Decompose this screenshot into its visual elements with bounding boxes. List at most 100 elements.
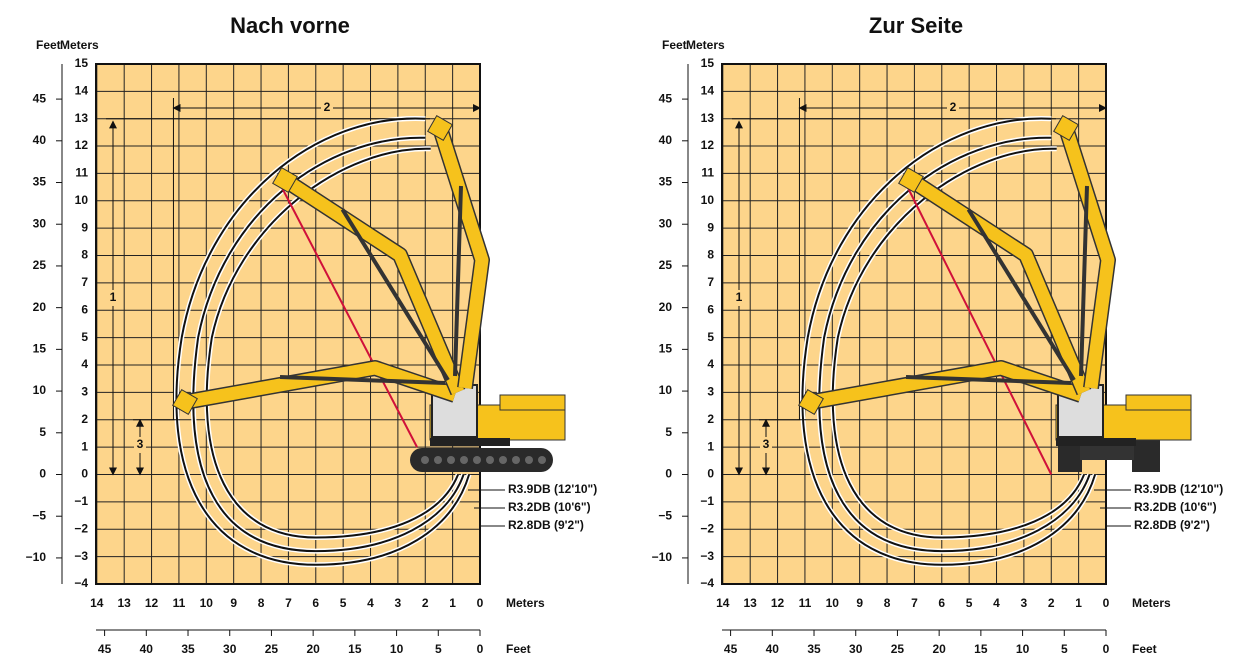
counterweight bbox=[1126, 395, 1191, 410]
x-meter-label: 0 bbox=[1103, 596, 1110, 610]
x-meter-label: 10 bbox=[200, 596, 214, 610]
base-ring bbox=[1056, 438, 1136, 446]
roller bbox=[512, 456, 520, 464]
dimension-label: 2 bbox=[950, 100, 957, 114]
y-meter-label: 10 bbox=[701, 193, 715, 207]
x-feet-label: 35 bbox=[181, 642, 195, 656]
y-meter-label: 9 bbox=[707, 220, 714, 234]
x-meter-label: 13 bbox=[118, 596, 132, 610]
y-meter-label: −2 bbox=[74, 521, 88, 535]
y-meter-label: 5 bbox=[707, 330, 714, 344]
dimension-label: 3 bbox=[137, 437, 144, 451]
x-meter-label: 8 bbox=[258, 596, 265, 610]
roller bbox=[499, 456, 507, 464]
x-meter-label: 14 bbox=[90, 596, 104, 610]
x-feet-label: 15 bbox=[348, 642, 362, 656]
y-feet-label: 25 bbox=[659, 258, 673, 272]
y-feet-label: −5 bbox=[658, 508, 672, 522]
panel-title: Zur Seite bbox=[869, 13, 963, 38]
y-feet-label: 45 bbox=[659, 91, 673, 105]
y-meter-label: 15 bbox=[701, 56, 715, 70]
roller bbox=[525, 456, 533, 464]
x-feet-label: 40 bbox=[766, 642, 780, 656]
y-meter-label: 14 bbox=[701, 83, 715, 97]
x-feet-unit: Feet bbox=[1132, 642, 1157, 656]
meters-label: Meters bbox=[60, 38, 99, 52]
roller bbox=[473, 456, 481, 464]
y-meter-label: 11 bbox=[75, 166, 88, 180]
y-meter-label: −3 bbox=[700, 549, 714, 563]
y-meter-label: 6 bbox=[81, 302, 88, 316]
y-meter-label: 9 bbox=[81, 220, 88, 234]
y-meter-label: −4 bbox=[700, 576, 714, 590]
y-meter-label: 12 bbox=[701, 138, 715, 152]
feet-label: Feet bbox=[36, 38, 61, 52]
y-feet-label: 20 bbox=[33, 300, 47, 314]
x-meter-label: 9 bbox=[856, 596, 863, 610]
x-feet-label: 45 bbox=[724, 642, 738, 656]
y-meter-label: 3 bbox=[81, 385, 88, 399]
y-meter-label: −2 bbox=[700, 521, 714, 535]
x-feet-label: 30 bbox=[849, 642, 863, 656]
y-meter-label: 8 bbox=[707, 248, 714, 262]
y-meter-label: 2 bbox=[707, 412, 714, 426]
x-feet-label: 20 bbox=[932, 642, 946, 656]
y-feet-label: 30 bbox=[33, 216, 47, 230]
y-meter-label: 8 bbox=[81, 248, 88, 262]
y-meter-label: 15 bbox=[75, 56, 89, 70]
x-meter-label: 12 bbox=[771, 596, 785, 610]
y-feet-label: 15 bbox=[659, 342, 673, 356]
y-feet-label: 0 bbox=[665, 467, 672, 481]
x-feet-label: 45 bbox=[98, 642, 112, 656]
y-feet-label: 10 bbox=[659, 383, 673, 397]
y-meter-label: 13 bbox=[75, 111, 89, 125]
y-meter-label: −1 bbox=[700, 494, 714, 508]
y-meter-label: 1 bbox=[81, 439, 88, 453]
panel: Zur SeiteFeetMeters151413121110987654321… bbox=[652, 13, 1224, 656]
x-feet-label: 0 bbox=[477, 642, 484, 656]
y-feet-label: −10 bbox=[652, 550, 673, 564]
x-feet-label: 40 bbox=[140, 642, 154, 656]
y-feet-label: 40 bbox=[33, 133, 47, 147]
y-feet-label: 45 bbox=[33, 91, 47, 105]
meters-label: Meters bbox=[686, 38, 725, 52]
y-meter-label: 13 bbox=[701, 111, 715, 125]
y-meter-label: 6 bbox=[707, 302, 714, 316]
x-meter-label: 9 bbox=[230, 596, 237, 610]
x-meter-unit: Meters bbox=[1132, 596, 1171, 610]
x-meter-unit: Meters bbox=[506, 596, 545, 610]
y-meter-label: 7 bbox=[707, 275, 714, 289]
y-meter-label: 7 bbox=[81, 275, 88, 289]
feet-label: Feet bbox=[662, 38, 687, 52]
panel-title: Nach vorne bbox=[230, 13, 350, 38]
y-meter-label: 0 bbox=[81, 467, 88, 481]
y-feet-label: −5 bbox=[32, 508, 46, 522]
x-feet-label: 25 bbox=[891, 642, 905, 656]
y-meter-label: 14 bbox=[75, 83, 89, 97]
x-meter-label: 12 bbox=[145, 596, 159, 610]
x-feet-label: 25 bbox=[265, 642, 279, 656]
y-feet-label: 40 bbox=[659, 133, 673, 147]
y-meter-label: 0 bbox=[707, 467, 714, 481]
y-meter-label: 10 bbox=[75, 193, 89, 207]
y-feet-label: 10 bbox=[33, 383, 47, 397]
curve-label: R3.9DB (12'10") bbox=[508, 482, 597, 496]
x-feet-label: 35 bbox=[807, 642, 821, 656]
y-meter-label: −3 bbox=[74, 549, 88, 563]
x-meter-label: 3 bbox=[1021, 596, 1028, 610]
panel: Nach vorneFeetMeters15141312111098765432… bbox=[26, 13, 598, 656]
x-feet-unit: Feet bbox=[506, 642, 531, 656]
dimension-label: 3 bbox=[763, 437, 770, 451]
y-meter-label: 11 bbox=[701, 166, 714, 180]
x-feet-label: 5 bbox=[1061, 642, 1068, 656]
y-meter-label: 4 bbox=[81, 357, 88, 371]
x-feet-label: 10 bbox=[390, 642, 404, 656]
y-meter-label: −4 bbox=[74, 576, 88, 590]
y-meter-label: 1 bbox=[707, 439, 714, 453]
roller bbox=[434, 456, 442, 464]
x-meter-label: 10 bbox=[826, 596, 840, 610]
y-meter-label: −1 bbox=[74, 494, 88, 508]
x-meter-label: 5 bbox=[966, 596, 973, 610]
track bbox=[1132, 440, 1160, 472]
curve-label: R3.9DB (12'10") bbox=[1134, 482, 1223, 496]
